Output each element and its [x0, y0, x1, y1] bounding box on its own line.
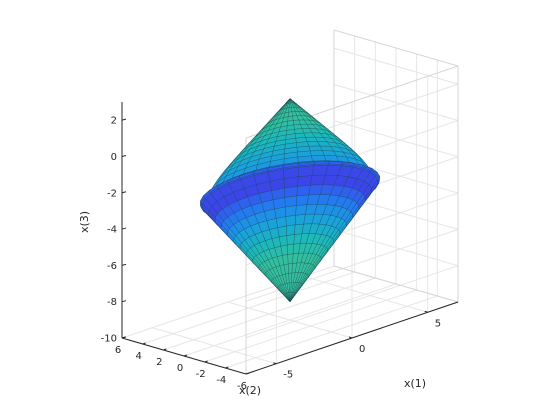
- x3-tick-label: 0: [111, 152, 117, 163]
- x3-tick-mark: [121, 227, 127, 230]
- x1-tick-mark: [348, 336, 353, 339]
- x2-tick-mark: [245, 372, 250, 375]
- x2-tick-label: 4: [135, 351, 141, 362]
- x1-tick-labels: -5 0 5: [273, 310, 441, 381]
- x2-tick-label: 2: [156, 357, 162, 368]
- surface-patch: [287, 243, 294, 255]
- x2-tick-mark: [225, 366, 229, 369]
- x2-tick-mark: [183, 354, 188, 357]
- x3-tick-label: 2: [111, 116, 117, 127]
- x2-tick-labels: 6 4 2 0 -2 -4 -6: [115, 336, 250, 392]
- surface-patch: [297, 165, 314, 177]
- box-edge: [333, 265, 459, 303]
- x3-tick-mark: [121, 154, 127, 157]
- box-edge: [333, 29, 459, 67]
- surface-patch: [285, 205, 297, 217]
- grid-line: [227, 301, 353, 339]
- surface-patch: [285, 214, 296, 227]
- x1-tick-label: 5: [435, 318, 441, 329]
- x3-tick-label: -10: [101, 334, 117, 345]
- x2-tick-mark: [163, 348, 167, 351]
- x3-tick-label: -8: [107, 297, 117, 308]
- surface-patch: [311, 155, 327, 162]
- grid-line: [303, 275, 428, 313]
- surface-patch: [295, 204, 308, 216]
- surface-patch: [203, 190, 210, 199]
- x3-tick-label: -2: [107, 188, 117, 199]
- surface-patch: [310, 174, 326, 186]
- x2-tick-mark: [204, 360, 208, 363]
- x2-axis-label: x(2): [239, 384, 261, 397]
- surface-patch: [324, 155, 339, 162]
- x2-tick-label: -2: [196, 369, 206, 380]
- surface-patch: [286, 224, 296, 236]
- surface-patch: [287, 111, 293, 117]
- x1-axis-label: x(1): [404, 377, 426, 390]
- surface-patches: [200, 98, 381, 302]
- surface-patch: [287, 253, 294, 265]
- surface-patch: [296, 194, 309, 206]
- surface-patch: [309, 150, 325, 156]
- grid-line: [152, 327, 277, 365]
- x1-tick-mark: [273, 362, 277, 365]
- surface-patch: [297, 175, 313, 187]
- surface-patch: [311, 165, 329, 176]
- surface-patch: [294, 223, 304, 235]
- x2-tick-label: -6: [237, 381, 247, 392]
- x2-tick-mark: [121, 336, 126, 339]
- x1-tick-mark: [424, 310, 428, 313]
- x3-tick-mark: [121, 191, 127, 194]
- surface-patch: [294, 214, 306, 225]
- x2-tick-label: 6: [115, 345, 121, 356]
- x2-tick-mark: [142, 342, 146, 345]
- x3-tick-mark: [121, 300, 127, 303]
- x2-tick-label: -4: [216, 375, 226, 386]
- surface-patch: [284, 186, 298, 198]
- x3-tick-label: -6: [107, 261, 117, 272]
- x3-tick-mark: [121, 263, 127, 266]
- x3-axis-label: x(3): [78, 211, 91, 233]
- surface-patch: [287, 263, 293, 274]
- x1-tick-label: 0: [359, 344, 365, 355]
- x2-tick-label: 0: [177, 363, 183, 374]
- x3-tick-mark: [121, 118, 127, 121]
- x3-tick-labels: 2 0 -2 -4 -6 -8 -10: [101, 116, 127, 345]
- surface-patch: [296, 185, 311, 197]
- surface-patch: [284, 195, 297, 208]
- x3-tick-label: -4: [107, 225, 117, 236]
- surface-patch: [286, 234, 295, 246]
- x1-tick-label: -5: [283, 370, 293, 381]
- surface-patch: [306, 141, 321, 147]
- surface-patch: [308, 145, 323, 152]
- surface-patch: [294, 128, 305, 134]
